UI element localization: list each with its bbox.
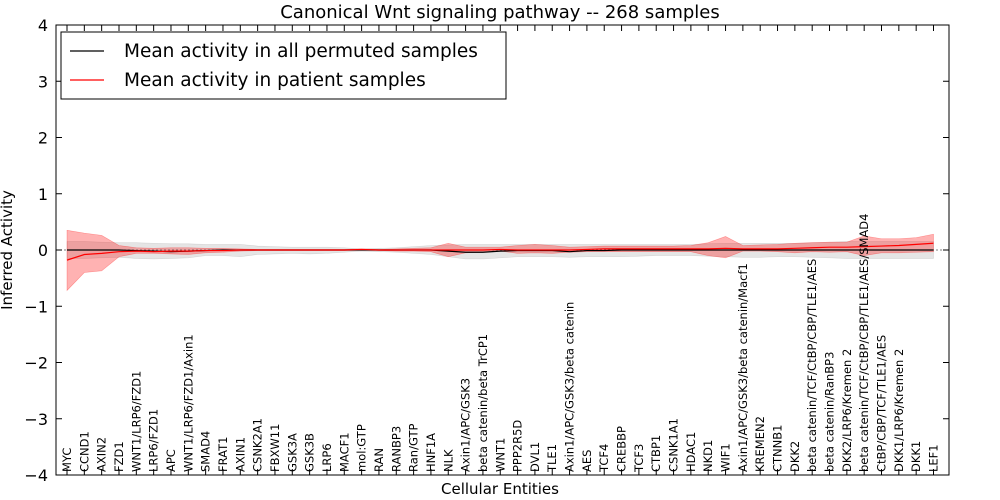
x-category-label: GSK3A [285, 433, 299, 472]
legend: Mean activity in all permuted samples Me… [60, 31, 507, 100]
x-category-label: beta catenin/TCF/CtBP/CBP/TLE1/AES [805, 259, 819, 472]
y-tick-label: −4 [24, 466, 48, 485]
x-category-label: CtBP/CBP/TCF/TLE1/AES [875, 335, 889, 472]
legend-label-permuted: Mean activity in all permuted samples [124, 41, 478, 62]
x-category-label: WIF1 [719, 443, 733, 472]
x-category-label: NKD1 [701, 440, 715, 472]
y-tick-label: −2 [24, 354, 48, 373]
x-category-label: CSNK2A1 [251, 418, 265, 472]
x-category-label: CSNK1A1 [667, 418, 681, 472]
x-category-label: CCND1 [77, 431, 91, 472]
x-category-label: FZD1 [112, 441, 126, 472]
legend-label-patient: Mean activity in patient samples [124, 70, 426, 91]
x-category-label: LRP6 [320, 443, 334, 472]
x-category-label: LRP6/FZD1 [147, 409, 161, 472]
x-category-label: DKK1 [909, 441, 923, 472]
x-category-label: FRAT1 [216, 437, 230, 472]
x-category-label: DKK2/LRP6/Kremen 2 [840, 349, 854, 472]
x-category-label: KREMEN2 [753, 416, 767, 472]
x-category-label: GSK3B [303, 433, 317, 472]
x-category-label: RAN [372, 448, 386, 472]
x-category-label: DKK1/LRP6/Kremen 2 [892, 349, 906, 472]
x-category-label: Axin1/APC/GSK3 [459, 378, 473, 472]
axis-ticks: −4 −3 −2 −1 0 1 2 3 4 [24, 16, 949, 485]
x-category-label: beta catenin/RanBP3 [823, 352, 837, 472]
x-category-label: CTBP1 [649, 435, 663, 472]
x-category-label: MACF1 [337, 432, 351, 472]
x-category-label: TCF4 [597, 444, 611, 473]
x-category-label: MYC [60, 448, 74, 472]
x-category-label: TLE1 [545, 444, 559, 473]
x-category-label: PPP2R5D [511, 420, 525, 472]
x-category-label: AES [580, 450, 594, 472]
x-category-label: FBXW11 [268, 424, 282, 472]
y-tick-label: 1 [38, 185, 48, 204]
x-category-label: Ran/GTP [407, 424, 421, 472]
x-category-label: AXIN2 [95, 437, 109, 472]
x-category-label: Axin1/APC/GSK3/beta catenin/Macf1 [736, 263, 750, 472]
x-category-label: CTNNB1 [771, 425, 785, 472]
y-tick-label: 4 [38, 16, 48, 35]
x-category-label: TCF3 [632, 444, 646, 473]
y-tick-label: 3 [38, 72, 48, 91]
x-category-label: DVL1 [528, 442, 542, 472]
x-category-label: HDAC1 [684, 432, 698, 472]
x-category-label: WNT1 [493, 438, 507, 472]
x-category-label: AXIN1 [233, 437, 247, 472]
x-category-label: NLK [441, 449, 455, 472]
y-tick-label: 2 [38, 129, 48, 148]
x-category-label: WNT1/LRP6/FZD1 [129, 371, 143, 472]
x-category-label: RANBP3 [389, 426, 403, 472]
x-category-label: CREBBP [615, 426, 629, 472]
x-category-label: Axin1/APC/GSK3/beta catenin [563, 302, 577, 472]
y-tick-label: 0 [38, 241, 48, 260]
x-category-label: mol:GTP [355, 424, 369, 472]
x-category-label: beta catenin/TCF/CtBP/CBP/TLE1/AES/SMAD4 [857, 214, 871, 472]
series-line-patient [66, 242, 934, 261]
x-category-labels: MYC CCND1 AXIN2 FZD1 WNT1/LRP6/FZD1 LRP6/FZD1… [60, 214, 941, 473]
x-category-label: LEF1 [927, 444, 941, 472]
x-axis-label: Cellular Entities [441, 480, 559, 498]
y-tick-label: −3 [24, 410, 48, 429]
x-category-label: DKK2 [788, 441, 802, 472]
y-axis-label: Inferred Activity [0, 190, 16, 310]
x-category-label: SMAD4 [199, 431, 213, 472]
legend-box [60, 31, 507, 100]
y-tick-label: −1 [24, 297, 48, 316]
x-category-label: HNF1A [424, 433, 438, 472]
x-category-label: beta catenin/beta TrCP1 [476, 334, 490, 472]
x-category-label: WNT1/LRP6/FZD1/Axin1 [181, 334, 195, 472]
series-lines [66, 242, 934, 261]
chart-title: Canonical Wnt signaling pathway -- 268 s… [280, 2, 720, 23]
x-category-label: APC [164, 449, 178, 472]
